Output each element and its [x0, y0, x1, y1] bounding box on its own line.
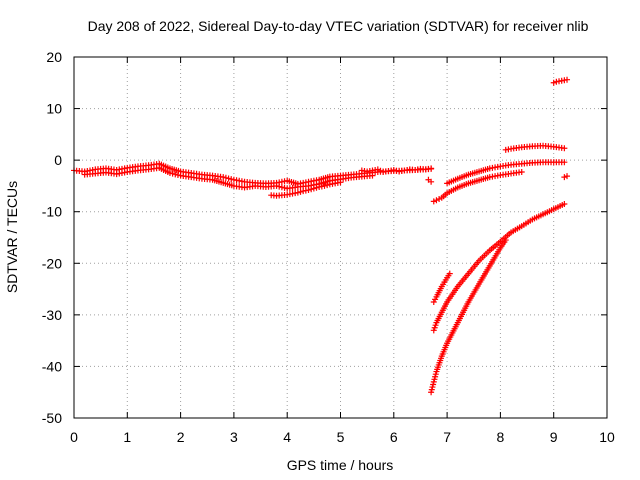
data-point [225, 175, 232, 182]
data-point [220, 174, 227, 181]
data-point [502, 237, 509, 244]
data-point [278, 184, 285, 191]
data-point [174, 171, 181, 178]
data-point [310, 185, 317, 192]
data-point [169, 170, 176, 177]
data-point [313, 184, 320, 191]
data-point [273, 182, 280, 189]
data-point [561, 145, 568, 152]
x-axis-label: GPS time / hours [287, 457, 394, 473]
data-point [561, 200, 568, 207]
data-point [337, 179, 344, 186]
y-tick-label: -20 [42, 255, 62, 271]
data-point [228, 176, 235, 183]
axis-ticks: 0 1 2 3 4 5 6 7 8 9 10 -50 -40 -30 -20 -10 0 10 20 [42, 49, 615, 445]
data-point [297, 188, 304, 195]
data-point [393, 167, 400, 174]
data-series [430, 270, 453, 305]
data-point [550, 79, 557, 86]
x-tick-label: 3 [230, 429, 238, 445]
x-tick-label: 1 [123, 429, 131, 445]
data-series [358, 165, 435, 176]
y-tick-label: 10 [46, 101, 62, 117]
x-tick-label: 10 [599, 429, 615, 445]
data-point [564, 173, 571, 180]
data-series [81, 164, 376, 192]
data-point [561, 159, 568, 166]
data-point [374, 166, 381, 173]
data-point [561, 174, 568, 181]
y-tick-label: 20 [46, 49, 62, 65]
y-axis-label: SDTVAR / TECUs [4, 181, 20, 293]
data-point [294, 189, 301, 196]
chart-title: Day 208 of 2022, Sidereal Day-to-day VTE… [88, 18, 589, 34]
data-point [390, 166, 397, 173]
data-series [268, 179, 344, 199]
data-series [425, 176, 435, 185]
grid-lines [74, 57, 607, 418]
data-point [369, 172, 376, 179]
y-tick-label: -30 [42, 307, 62, 323]
x-tick-label: 0 [70, 429, 78, 445]
data-point [308, 186, 315, 193]
data-series [430, 200, 568, 334]
data-series [71, 160, 435, 187]
data-series [444, 159, 568, 187]
y-tick-label: 0 [54, 152, 62, 168]
x-tick-label: 7 [443, 429, 451, 445]
data-point [436, 195, 443, 202]
y-tick-label: -40 [42, 358, 62, 374]
data-point [324, 182, 331, 189]
x-tick-label: 4 [283, 429, 291, 445]
data-point [222, 174, 229, 181]
x-tick-label: 8 [497, 429, 505, 445]
x-tick-label: 9 [550, 429, 558, 445]
data-series [428, 237, 509, 396]
x-tick-label: 5 [337, 429, 345, 445]
data-point [321, 182, 328, 189]
x-tick-label: 6 [390, 429, 398, 445]
data-series [502, 142, 568, 153]
y-tick-label: -10 [42, 204, 62, 220]
data-point [281, 184, 288, 191]
data-series [550, 76, 571, 86]
data-point [428, 178, 435, 185]
data-point [446, 270, 453, 277]
data-points [71, 76, 571, 396]
data-point [166, 170, 173, 177]
y-tick-label: -50 [42, 410, 62, 426]
data-point [518, 169, 525, 176]
data-point [430, 198, 437, 205]
data-point [428, 165, 435, 172]
data-series [561, 173, 571, 181]
data-point [305, 187, 312, 194]
plot-frame [73, 56, 608, 419]
data-series [430, 169, 525, 205]
x-tick-label: 2 [177, 429, 185, 445]
data-point [377, 167, 384, 174]
data-point [564, 76, 571, 83]
data-point [276, 183, 283, 190]
data-point [433, 197, 440, 204]
data-point [172, 171, 179, 178]
